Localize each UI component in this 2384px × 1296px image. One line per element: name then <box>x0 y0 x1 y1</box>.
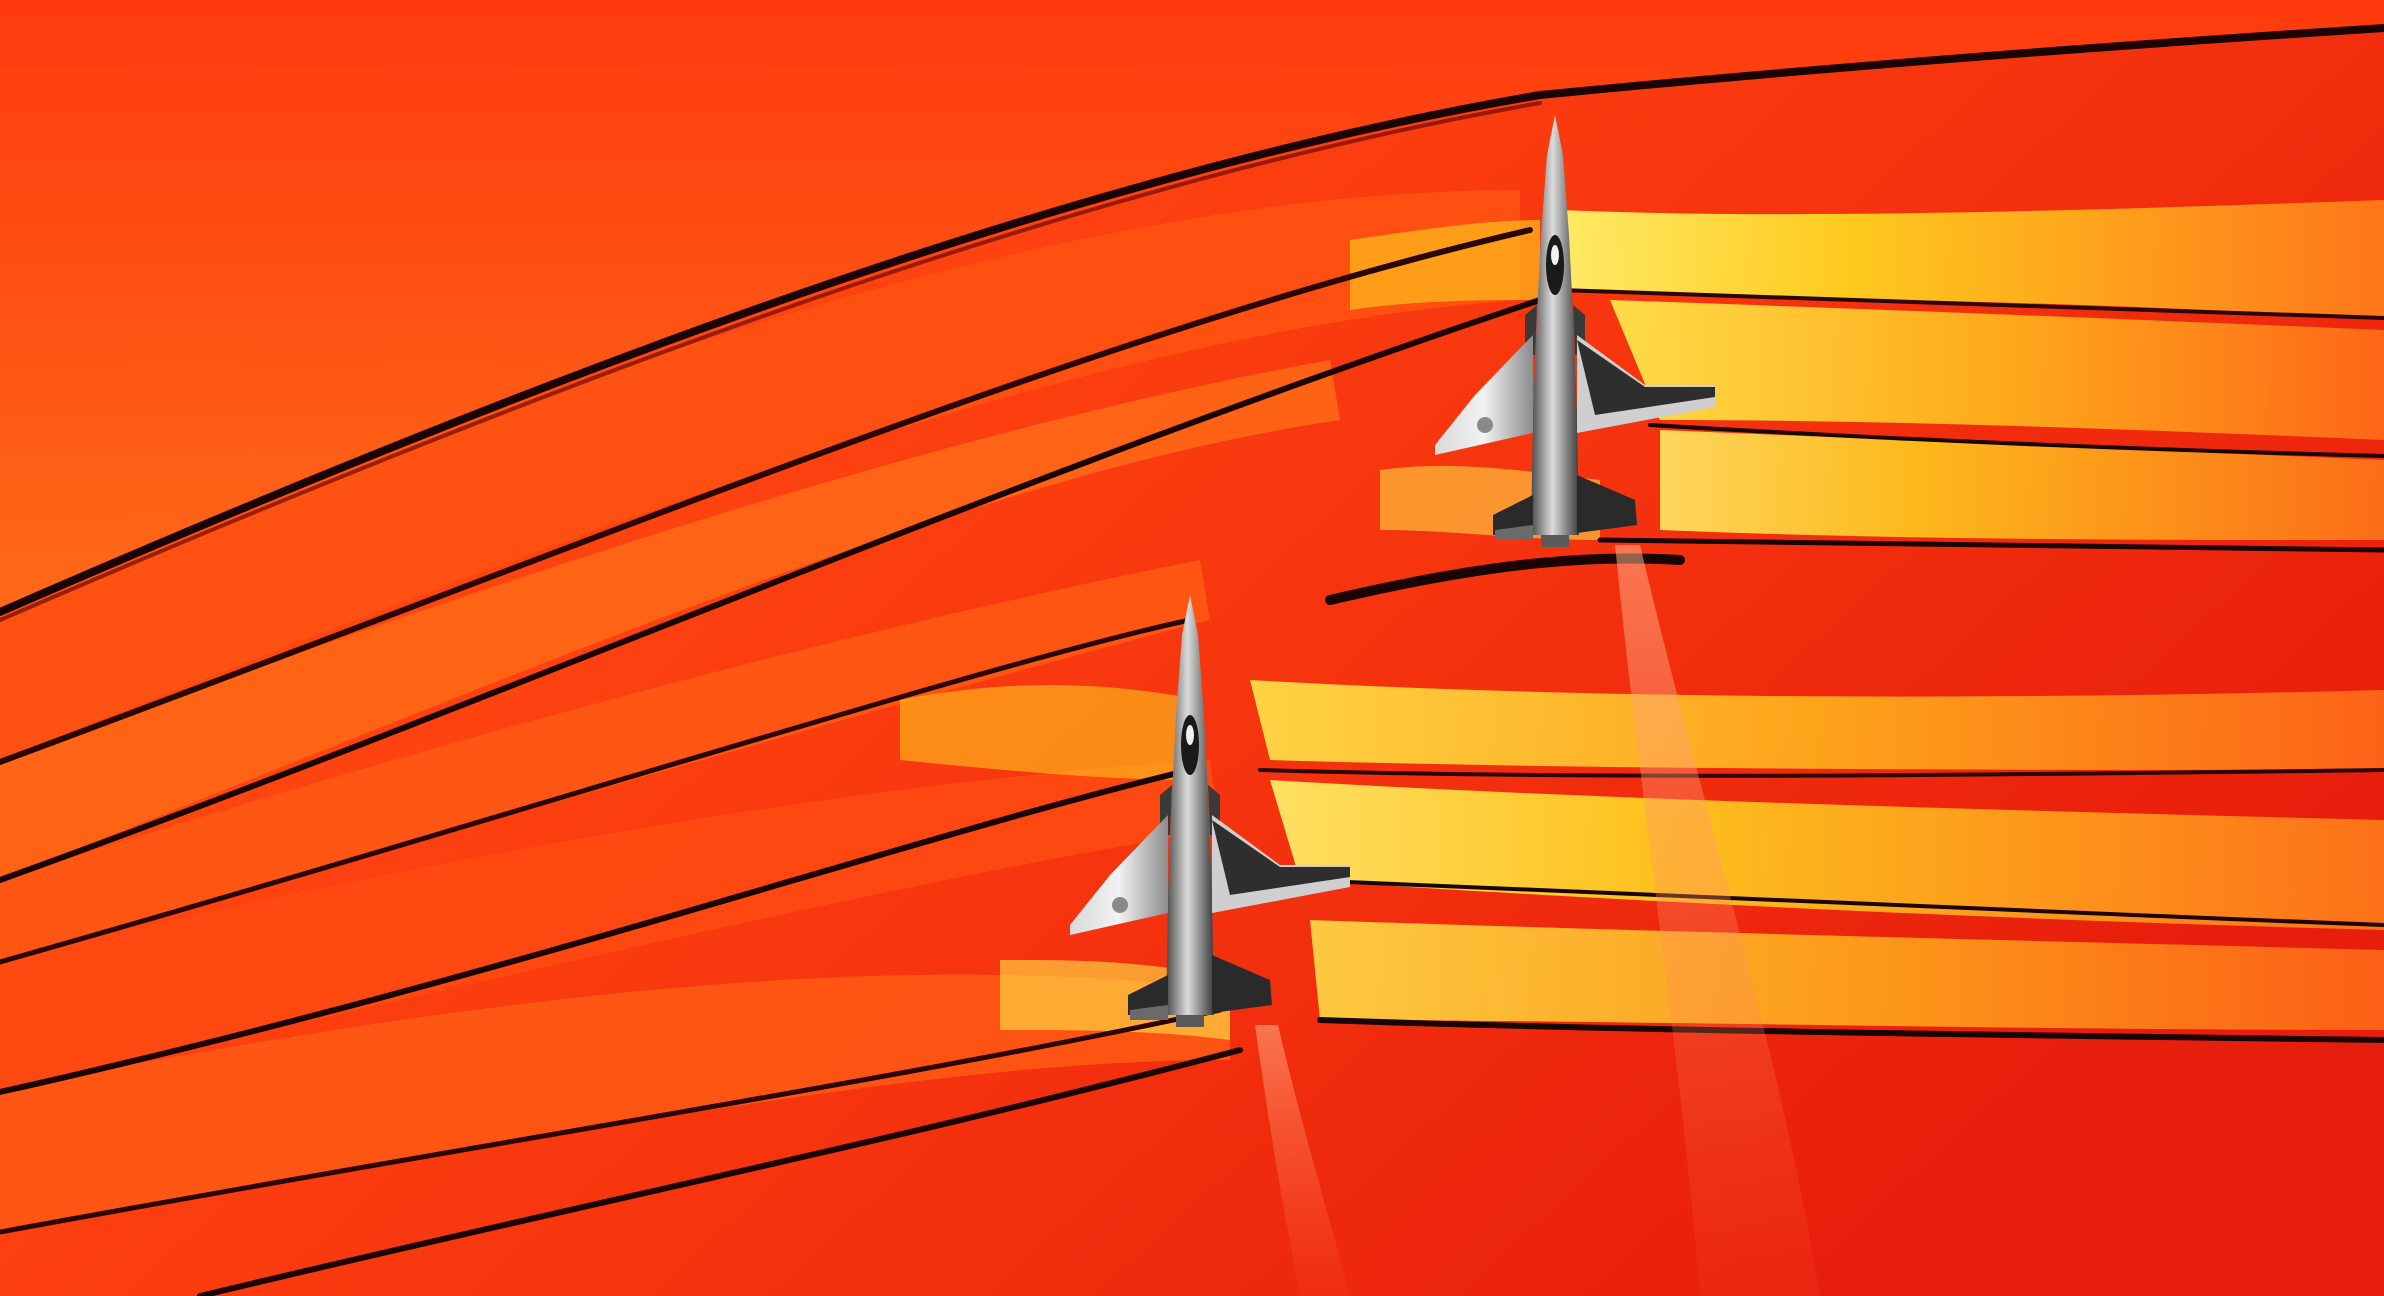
yellow-glow <box>900 685 1200 780</box>
yellow-wake <box>1660 430 2384 540</box>
yellow-wake <box>1610 300 2384 440</box>
yellow-wake <box>1310 920 2384 1030</box>
upper-region <box>0 0 2384 610</box>
yellow-glow <box>1350 220 1540 310</box>
yellow-wake <box>1250 680 2384 770</box>
lead-jet-icon <box>1435 115 1715 547</box>
orange-band <box>0 190 1520 760</box>
exhaust-plume <box>1255 1025 1350 1296</box>
orange-band <box>0 974 1230 1230</box>
shock-waves <box>0 24 2384 1296</box>
yellow-wake <box>1270 780 2384 930</box>
yellow-wake <box>1560 200 2384 320</box>
exhaust-plume <box>1615 545 1820 1296</box>
orange-band <box>0 560 1210 960</box>
trailing-jet-icon <box>1070 595 1350 1027</box>
